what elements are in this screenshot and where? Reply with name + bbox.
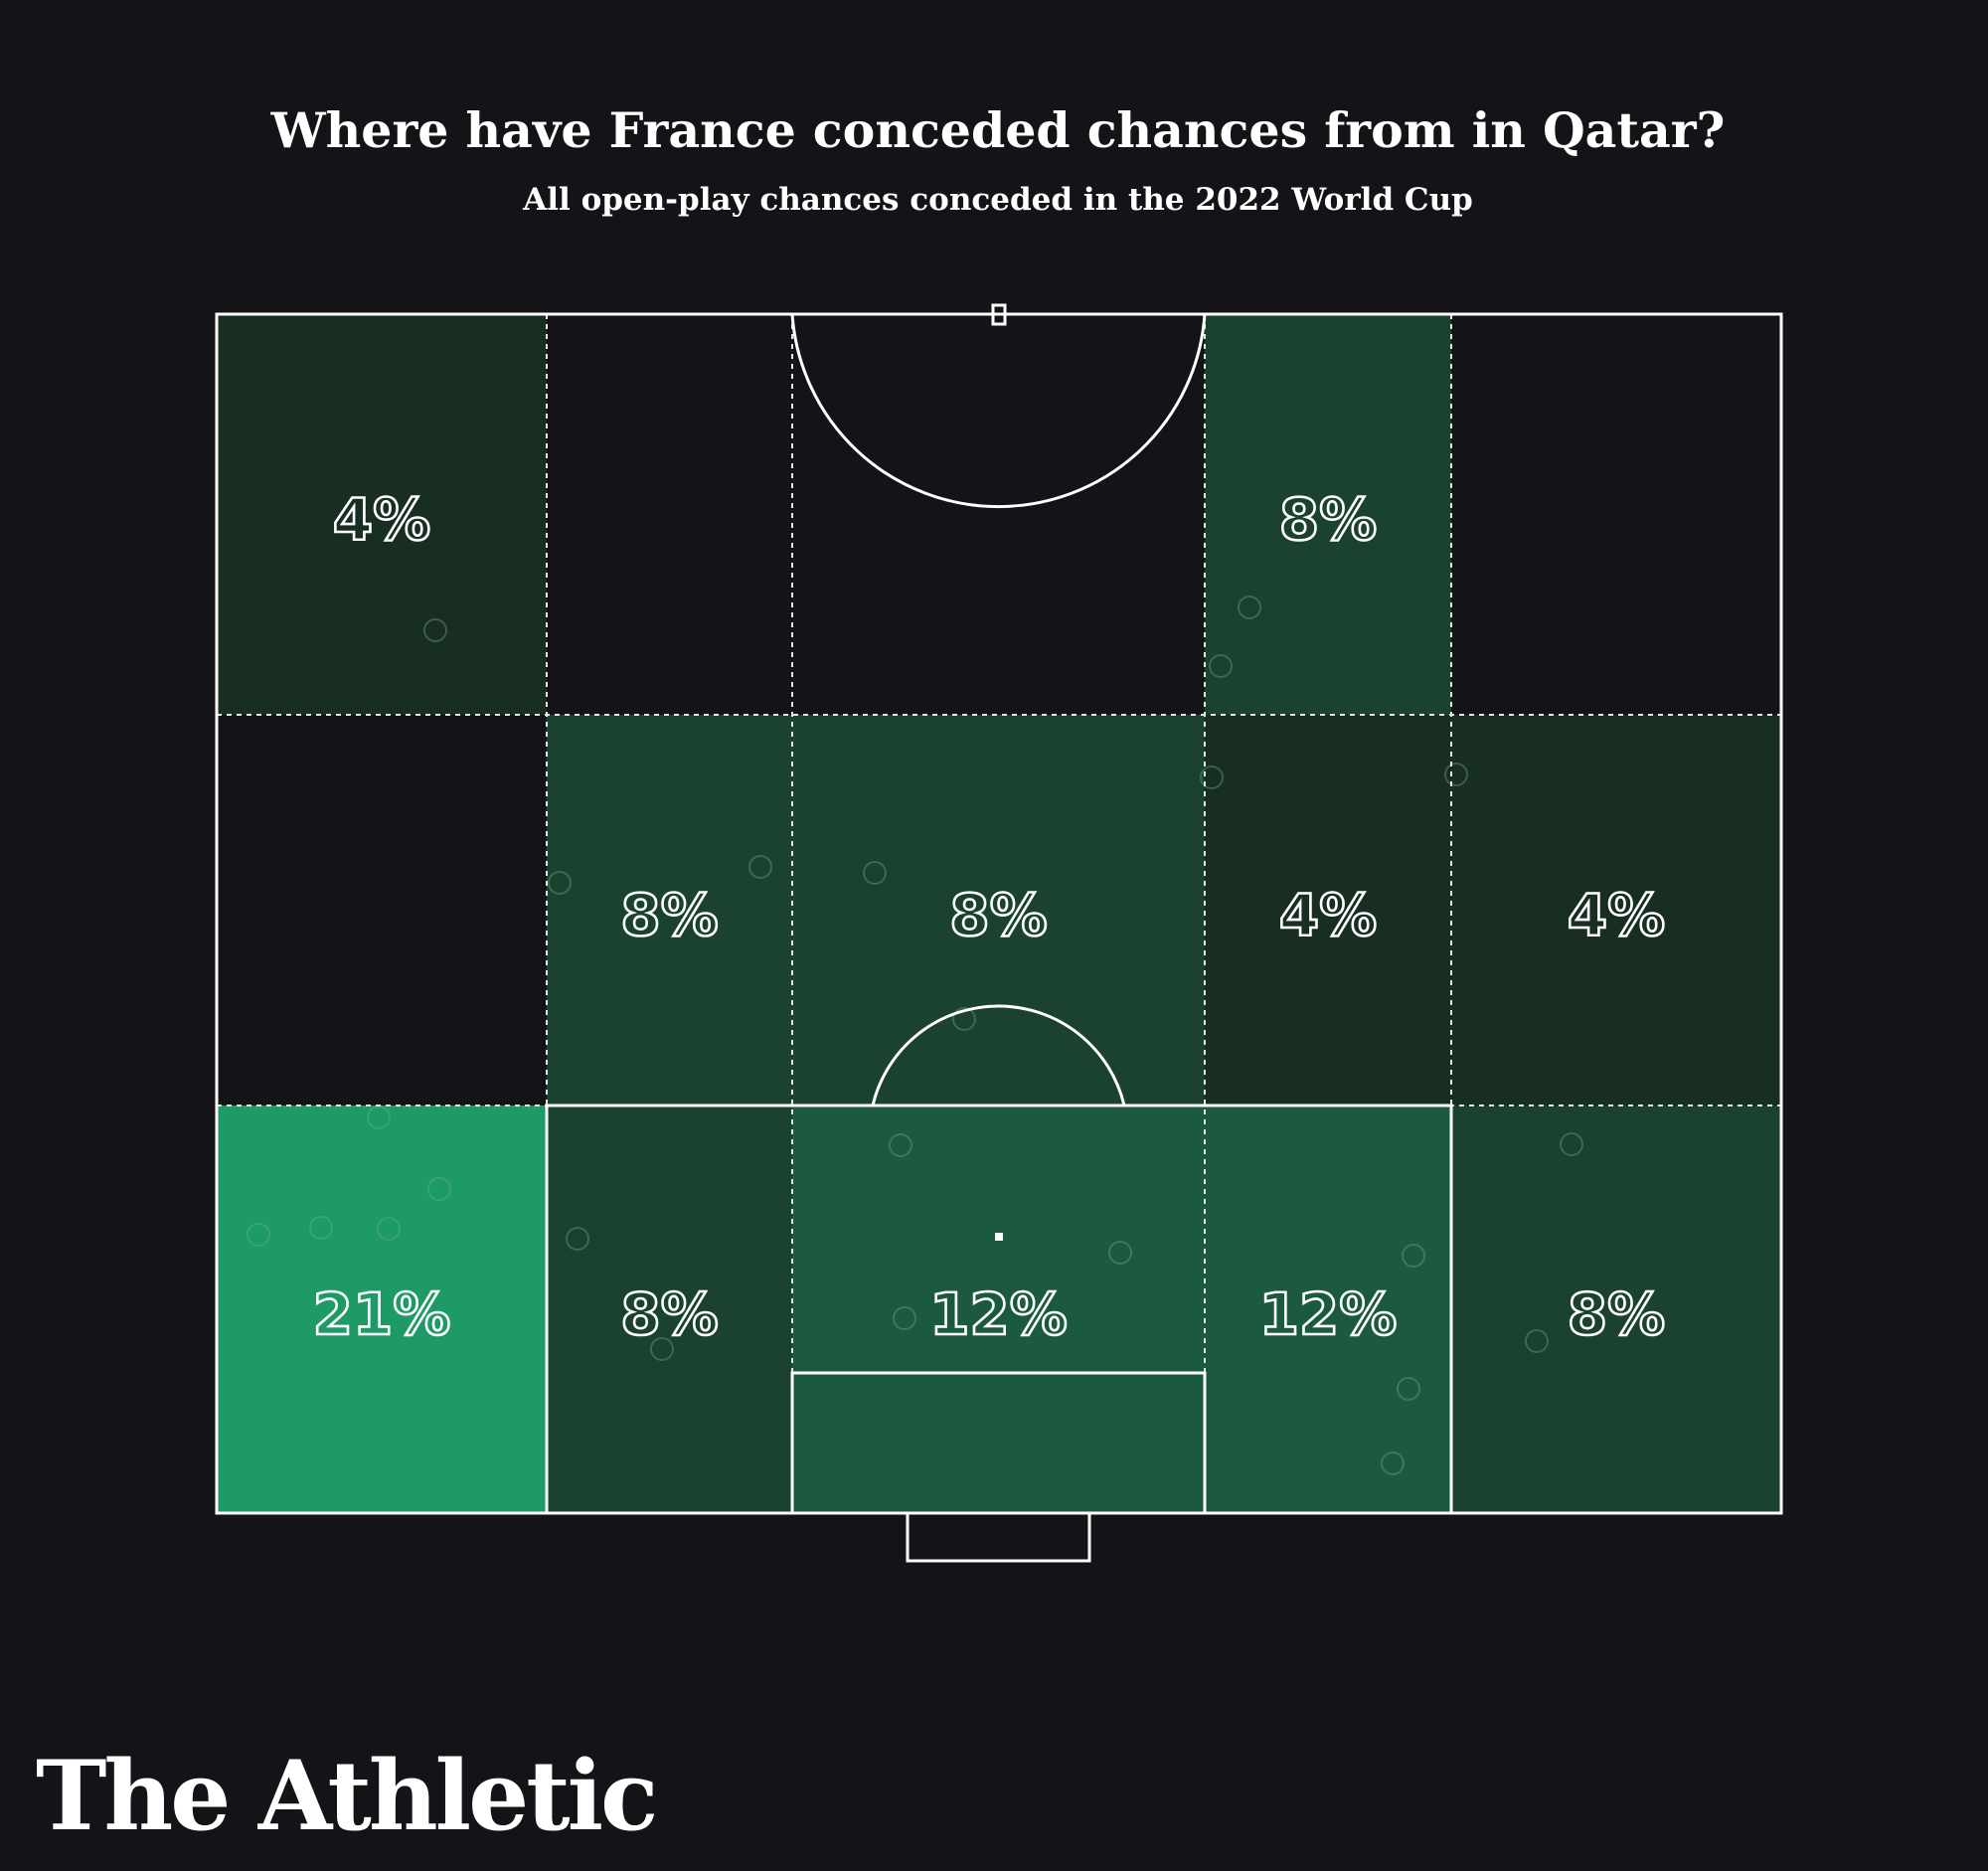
chance-marker [893, 1306, 916, 1330]
zone-label-r1-c4: 4% [1568, 882, 1665, 949]
zone-label-r1-c1: 8% [620, 882, 718, 949]
zone-r1-c3 [1205, 715, 1451, 1106]
chance-marker [1397, 1377, 1420, 1401]
chance-markers [247, 595, 1583, 1475]
chance-marker [309, 1216, 333, 1240]
chart-title: Where have France conceded chances from … [270, 101, 1726, 159]
zone-label-r2-c0: 21% [313, 1280, 451, 1348]
zone-label-r0-c0: 4% [333, 486, 430, 554]
chance-marker [889, 1133, 912, 1157]
zone-label-r2-c1: 8% [620, 1280, 718, 1348]
zone-r2-c3 [1205, 1106, 1451, 1513]
zone-label-r0-c3: 8% [1279, 486, 1377, 554]
chance-marker [1108, 1241, 1132, 1265]
chance-marker [650, 1337, 674, 1361]
zone-r0-c2 [792, 314, 1205, 715]
chance-marker [1381, 1451, 1405, 1475]
chance-marker [1200, 765, 1224, 789]
the-athletic-logo: The Athletic [36, 1740, 655, 1852]
chance-marker [377, 1217, 401, 1241]
zone-r0-c3 [1205, 314, 1451, 715]
chance-marker [1238, 595, 1261, 619]
chance-marker [427, 1177, 451, 1201]
zone-r0-c4 [1451, 314, 1781, 715]
zone-label-r2-c4: 8% [1568, 1280, 1665, 1348]
zone-r1-c1 [547, 715, 792, 1106]
zone-grid [217, 314, 1781, 1513]
zone-r1-c2 [792, 715, 1205, 1106]
pitch-markings [215, 303, 1783, 1563]
chance-marker [1525, 1329, 1549, 1353]
chance-marker [952, 1007, 976, 1031]
chance-marker [548, 871, 572, 895]
chance-marker [423, 618, 447, 642]
zone-label-r1-c2: 8% [949, 882, 1047, 949]
chance-marker [1560, 1132, 1583, 1156]
chance-marker [566, 1227, 589, 1251]
chance-marker [1402, 1244, 1425, 1268]
centre-circle [790, 313, 1207, 509]
zone-r0-c1 [547, 314, 792, 715]
zone-label-r2-c3: 12% [1259, 1280, 1398, 1348]
zone-r2-c1 [547, 1106, 792, 1513]
chance-marker [1444, 763, 1468, 786]
chance-marker [1209, 654, 1233, 678]
zone-r2-c2 [792, 1106, 1205, 1513]
chance-marker [863, 861, 887, 885]
chance-marker [748, 855, 772, 879]
zone-r1-c0 [217, 715, 547, 1106]
zone-value-labels: 4% 8% 8% 8% 4% 4% 21% 8% 12% 12% 8% [311, 484, 1666, 1349]
penalty-arc [871, 1004, 1126, 1106]
zone-label-r1-c3: 4% [1279, 882, 1377, 949]
chart-subtitle: All open-play chances conceded in the 20… [522, 182, 1473, 218]
zone-r2-c4 [1451, 1106, 1781, 1513]
zone-label-r2-c2: 12% [929, 1280, 1068, 1348]
zone-r2-c0 [217, 1106, 547, 1513]
zone-r0-c0 [217, 314, 547, 715]
zone-r1-c4 [1451, 715, 1781, 1106]
penalty-spot [995, 1233, 1003, 1241]
goal [906, 1511, 1091, 1563]
chance-marker [247, 1223, 270, 1247]
